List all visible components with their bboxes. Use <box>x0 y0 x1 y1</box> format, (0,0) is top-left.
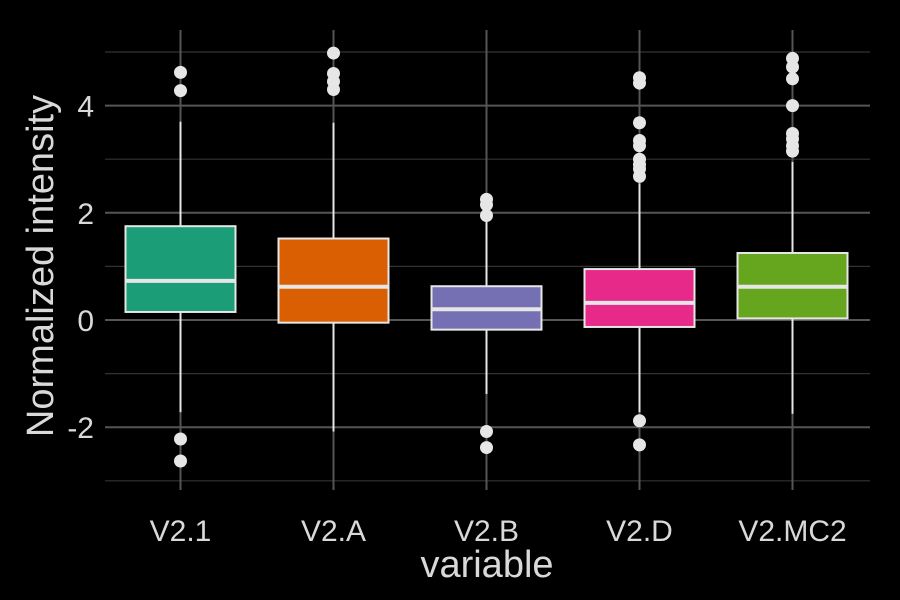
y-tick-label: 2 <box>77 198 94 231</box>
outlier-point <box>633 76 646 90</box>
outlier-point <box>633 414 646 428</box>
y-axis-title: Normalized intensity <box>20 95 62 437</box>
outlier-point <box>633 139 646 153</box>
outlier-point <box>633 438 646 452</box>
outlier-point <box>174 65 187 79</box>
x-axis-ticks: V2.1 V2.A V2.B V2.D V2.MC2 <box>150 515 847 548</box>
x-tick-label: V2.A <box>301 515 366 548</box>
outlier-point <box>327 46 340 60</box>
box-v2-a <box>277 46 390 432</box>
box-iqr <box>277 237 390 324</box>
outlier-point <box>480 424 493 438</box>
outlier-point <box>480 441 493 455</box>
outlier-point <box>786 72 799 86</box>
outlier-point <box>174 454 187 468</box>
box-v2-1 <box>124 65 237 468</box>
outlier-point <box>480 208 493 222</box>
x-axis-title: variable <box>420 544 553 586</box>
box-v2-mc2 <box>736 51 849 414</box>
y-tick-label: 4 <box>77 91 94 124</box>
outlier-point <box>174 84 187 98</box>
x-tick-label: V2.D <box>606 515 673 548</box>
outlier-point <box>786 144 799 158</box>
outlier-point <box>480 198 493 212</box>
boxes <box>124 46 849 468</box>
y-tick-label: 0 <box>77 305 94 338</box>
y-tick-label: -2 <box>67 412 94 445</box>
box-iqr <box>583 268 696 328</box>
y-axis-ticks: -2 0 2 4 <box>67 91 94 446</box>
x-tick-label: V2.MC2 <box>738 515 846 548</box>
outlier-point <box>174 432 187 446</box>
outlier-point <box>633 169 646 183</box>
box-v2-d <box>583 71 696 452</box>
outlier-point <box>633 116 646 130</box>
outlier-point <box>327 83 340 97</box>
outlier-point <box>786 60 799 74</box>
x-tick-label: V2.B <box>454 515 519 548</box>
x-tick-label: V2.1 <box>150 515 212 548</box>
outlier-point <box>786 99 799 113</box>
box-iqr <box>124 225 237 313</box>
box-v2-b <box>430 192 543 455</box>
